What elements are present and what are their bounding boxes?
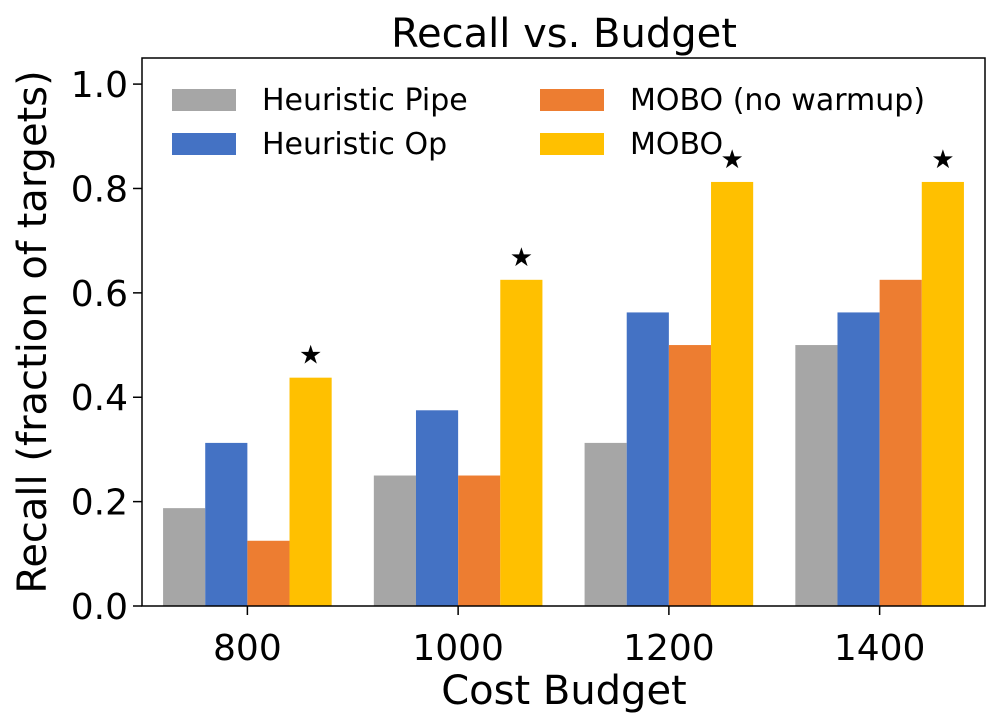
bar-mobo-no-warmup-800: [247, 540, 290, 606]
bar-mobo-1000: [500, 279, 543, 606]
y-tick-label: 0.6: [71, 274, 128, 315]
legend-label-heuristic-pipe: Heuristic Pipe: [262, 83, 468, 118]
y-tick-label: 1.0: [71, 65, 128, 106]
x-tick-label-1200: 1200: [623, 628, 715, 669]
y-tick-label: 0.8: [71, 169, 128, 210]
bar-mobo-1200: [711, 181, 754, 606]
star-marker-1200: ★: [720, 145, 743, 175]
bar-mobo-no-warmup-1200: [668, 345, 712, 606]
bar-mobo-no-warmup-1400: [879, 279, 922, 606]
y-axis-label: Recall (fraction of targets): [10, 70, 56, 593]
x-axis: 800 1000 1200 1400: [213, 606, 925, 669]
x-axis-label: Cost Budget: [441, 668, 687, 714]
y-tick-label: 0.2: [71, 483, 128, 524]
bar-heuristic-op-800: [205, 442, 248, 606]
x-tick-label-1000: 1000: [412, 628, 504, 669]
legend-swatch-mobo-no-warmup: [540, 89, 604, 111]
y-axis: 0.0 0.2 0.4 0.6 0.8 1.0: [71, 65, 142, 628]
x-tick-label-1400: 1400: [834, 628, 926, 669]
legend-swatch-heuristic-pipe: [172, 89, 236, 111]
bar-heuristic-pipe-800: [163, 508, 206, 606]
bar-heuristic-op-1000: [415, 410, 459, 606]
markers-layer: ★ ★ ★ ★: [299, 145, 955, 371]
star-marker-1400: ★: [931, 145, 954, 175]
legend-label-heuristic-op: Heuristic Op: [262, 127, 447, 162]
bar-heuristic-op-1400: [837, 312, 880, 606]
star-marker-800: ★: [299, 341, 322, 371]
bars-layer: [163, 181, 964, 606]
star-marker-1000: ★: [510, 243, 533, 273]
chart-title: Recall vs. Budget: [391, 11, 737, 57]
bar-heuristic-pipe-1200: [584, 442, 627, 606]
bar-mobo-1400: [921, 181, 964, 606]
y-tick-label: 0.0: [71, 587, 128, 628]
bar-mobo-no-warmup-1000: [458, 475, 501, 606]
bar-heuristic-pipe-1000: [373, 475, 416, 606]
x-tick-label-800: 800: [213, 628, 282, 669]
legend-swatch-mobo: [540, 133, 604, 155]
legend-label-mobo: MOBO: [630, 127, 723, 162]
bar-heuristic-pipe-1400: [795, 345, 838, 606]
bar-heuristic-op-1200: [626, 312, 669, 606]
plot-area-frame: [141, 57, 986, 607]
legend-label-mobo-no-warmup: MOBO (no warmup): [630, 83, 925, 118]
legend-swatch-heuristic-op: [172, 133, 236, 155]
y-tick-label: 0.4: [71, 378, 128, 419]
legend: Heuristic Pipe Heuristic Op MOBO (no warmu…: [172, 83, 925, 162]
bar-mobo-800: [289, 377, 332, 606]
